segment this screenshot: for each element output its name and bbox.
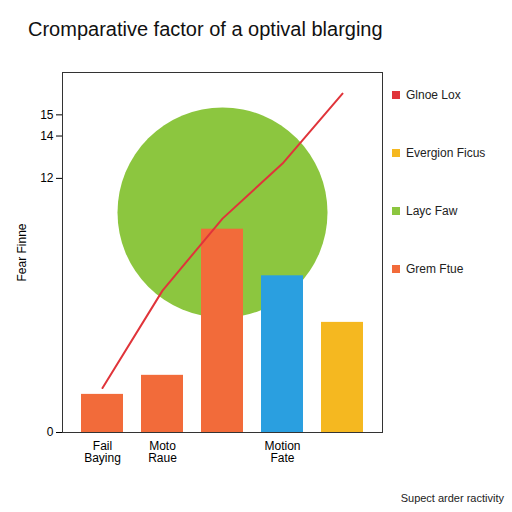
svg-text:MotionFate: MotionFate [264,439,300,465]
html-text:Evergion Ficus: Evergion Ficus [406,146,486,160]
html-text:Layc Faw: Layc Faw [406,204,458,218]
html-text:Supect arder ractivity: Supect arder ractivity [400,492,504,504]
html-text:Grem Ftue: Grem Ftue [406,262,464,276]
html-text:Cromparative factor of a optiv: Cromparative factor of a optival blargin… [28,18,383,40]
svg-text:Fear Finne: Fear Finne [15,223,29,281]
svg-text:15: 15 [40,108,54,122]
svg-text:12: 12 [40,171,54,185]
svg-text:FailBaying: FailBaying [84,439,121,465]
svg-text:MotoRaue: MotoRaue [148,439,177,465]
svg-text:14: 14 [40,129,54,143]
html-text:Glnoe Lox: Glnoe Lox [406,88,461,102]
svg-text:0: 0 [47,425,54,439]
